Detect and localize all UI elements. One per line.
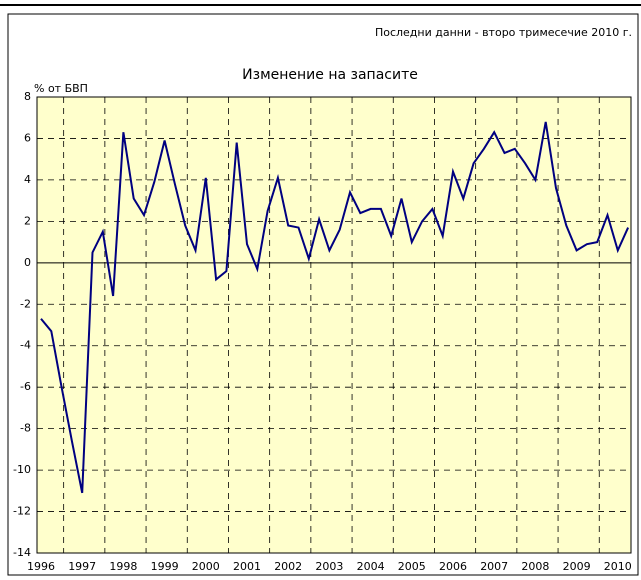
x-tick-label: 2004 [357,560,385,573]
y-tick-label: -8 [20,422,31,435]
x-tick-label: 2000 [192,560,220,573]
y-tick-label: 6 [24,131,31,144]
y-tick-label: -10 [13,463,31,476]
x-tick-label: 2006 [439,560,467,573]
y-tick-label: -14 [13,546,31,559]
x-tick-label: 2005 [398,560,426,573]
x-tick-label: 2010 [604,560,632,573]
y-tick-label: 0 [24,256,31,269]
x-tick-label: 1999 [151,560,179,573]
chart-title: Изменение на запасите [242,67,418,83]
y-axis-label: % от БВП [34,82,88,95]
x-tick-label: 2009 [563,560,591,573]
frame [7,13,639,576]
y-tick-label: -4 [20,339,31,352]
plot-area [36,96,632,554]
y-tick-label: 8 [24,90,31,103]
series-line [40,121,630,494]
x-tick-label: 2001 [233,560,261,573]
x-tick-label: 2002 [274,560,302,573]
y-tick-label: -12 [13,505,31,518]
y-tick-label: -2 [20,297,31,310]
subtitle: Последни данни - второ тримесечие 2010 г… [375,26,632,39]
x-tick-label: 1996 [27,560,55,573]
x-tick-label: 2007 [480,560,508,573]
y-tick-label: 4 [24,173,31,186]
x-tick-label: 2008 [521,560,549,573]
x-tick-label: 1998 [109,560,137,573]
y-tick-label: 2 [24,214,31,227]
y-tick-label: -6 [20,380,31,393]
x-tick-label: 1997 [68,560,96,573]
x-tick-label: 2003 [315,560,343,573]
